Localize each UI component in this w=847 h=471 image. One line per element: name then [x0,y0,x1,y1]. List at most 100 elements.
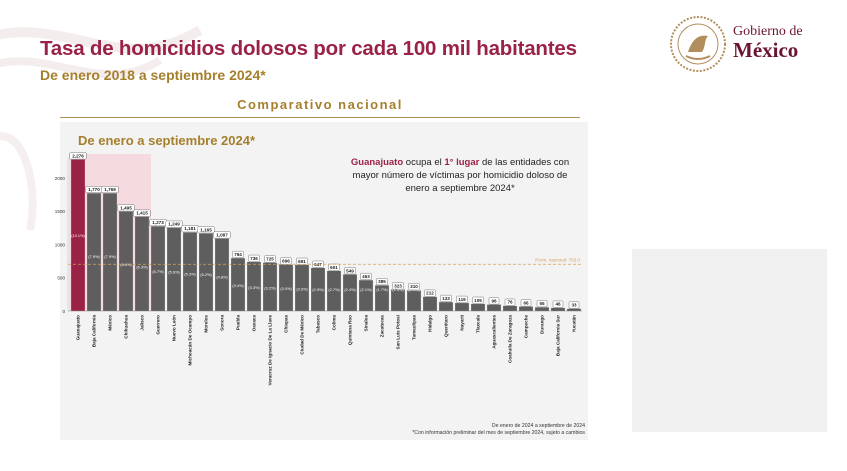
note-text-1: ocupa el [403,157,445,168]
percent-label: (5.7%) [152,270,164,274]
value-label: 385 [378,279,386,284]
category-label: Veracruz De Ignacio De La Llave [268,315,273,386]
bar [487,304,501,311]
category-label: Jalisco [140,315,145,331]
value-label-box [248,254,260,262]
bar [295,265,309,311]
category-label: Querétaro [444,315,449,337]
category-label: Ciudad De México [300,315,305,355]
value-label: 1,181 [184,226,196,231]
percent-label: (3.4%) [232,284,244,288]
bar [567,308,581,311]
percent-label: (2.9%) [312,288,324,292]
value-label: 1,770 [88,187,100,192]
value-label-box [488,297,500,305]
category-label: Sinaloa [364,315,369,332]
coat-of-arms-icon [670,16,726,72]
value-label: 1,495 [120,205,132,210]
chart-note: Guanajuato ocupa el 1° lugar de las enti… [340,156,580,195]
category-label: Quintana Roo [348,315,353,345]
bar [375,285,389,311]
percent-label: (10.1%) [71,234,85,238]
average-label: Prom. nacional: 703.0 [535,258,580,263]
value-label: 1,165 [200,227,212,232]
value-label: 46 [555,302,561,307]
value-label: 691 [298,259,306,264]
bar [311,267,325,311]
bar [407,290,421,311]
category-label: Chiapas [284,315,289,333]
category-label: Hidalgo [428,315,433,332]
note-highlight: Guanajuato [350,157,404,168]
value-label-box [165,220,183,228]
bar [471,304,485,311]
value-label: 1,087 [216,232,228,237]
value-label-box [568,301,580,309]
percent-label: (1.7%) [376,288,388,292]
percent-label: (3.2%) [264,286,276,290]
value-label: 794 [234,252,242,257]
percent-label: (3.3%) [248,286,260,290]
footer-line-1: De enero de 2024 a septiembre de 2024 [491,423,585,429]
bar [119,211,133,311]
government-brand: Gobierno de México [733,24,803,62]
bar [551,307,565,311]
value-label: 736 [250,256,258,261]
value-label-box [440,294,452,302]
value-label: 119 [458,297,466,302]
note-rank: 1° lugar [444,157,480,168]
bar [439,302,453,311]
value-label: 105 [474,298,482,303]
category-label: Oaxaca [252,315,257,332]
bar [535,307,549,311]
bar [103,193,117,311]
footer-line-2: *Con información preliminar del mes de s… [412,430,585,436]
value-label-box [213,231,231,239]
category-label: San Luis Potosí [396,314,401,349]
percent-label: (6.6%) [120,263,132,267]
value-label-box [264,255,276,263]
category-label: Michoacán De Ocampo [188,315,193,366]
value-label: 96 [491,298,497,303]
value-label: 310 [410,284,418,289]
value-label: 1,249 [168,222,180,227]
value-label-box [424,289,436,297]
value-label: 549 [346,268,354,273]
value-label: 76 [507,300,513,305]
category-label: Nuevo León [172,315,177,341]
page-title: Tasa de homicidios dolosos por cada 100 … [40,37,577,60]
y-tick-label: 2000 [55,176,66,181]
category-label: Guanajuato [76,315,81,340]
brand-line-2: México [733,38,799,62]
brand-line-1: Gobierno de [733,24,803,39]
value-label: 1,273 [152,220,164,225]
percent-label: (5.6%) [168,271,180,275]
category-label: Tamaulipas [412,315,417,340]
percent-label: (2.7%) [328,288,340,292]
bar [327,271,341,311]
category-label: Durango [540,315,545,334]
value-label-box [344,267,356,275]
bar [391,289,405,311]
value-label-box [117,204,135,212]
bar [151,226,165,311]
value-label: 601 [330,265,338,270]
value-label-box [552,300,564,308]
value-label: 33 [571,303,577,308]
bar [199,233,213,311]
empty-placeholder-box [632,249,827,432]
category-label: Campeche [524,315,529,339]
value-label: 133 [442,296,450,301]
value-label-box [133,209,151,217]
value-label-box [69,152,87,160]
percent-label: (2.4%) [344,288,356,292]
value-label-box [504,298,516,306]
category-label: Chihuahua [124,315,129,339]
y-tick-label: 0 [62,309,65,314]
value-label: 55 [539,301,545,306]
value-label: 323 [394,283,402,288]
category-label: Baja California [92,315,97,348]
value-label: 2,276 [72,153,84,158]
category-label: México [108,315,113,331]
y-tick-label: 1000 [55,242,66,247]
